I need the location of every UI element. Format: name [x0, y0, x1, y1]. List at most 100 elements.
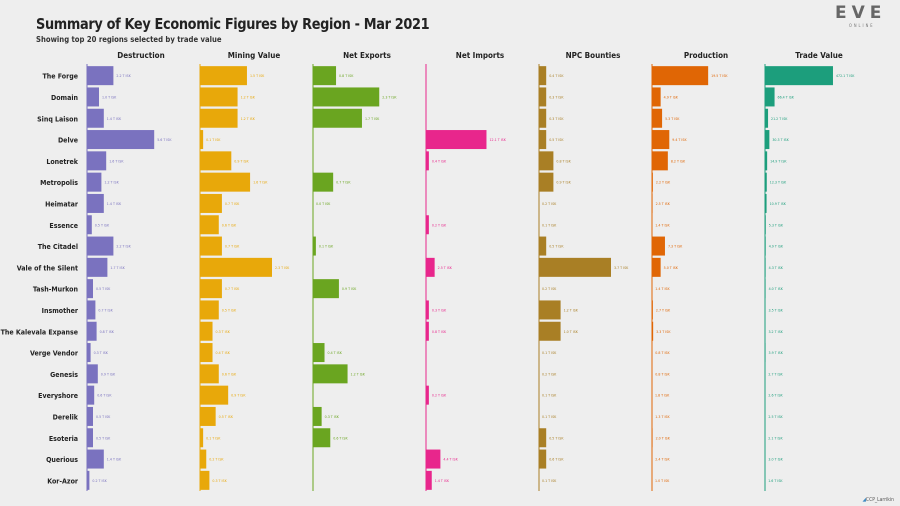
bar-value-label: 2.5 T ISK [438, 266, 453, 270]
panel-production: Production 19.5 T ISK 4.9 T ISK 5.3 T ISK 9.… [651, 51, 728, 491]
region-label: Heimatar [45, 200, 79, 208]
bar [652, 300, 653, 320]
bar [200, 236, 222, 256]
bar-value-label: 9.4 T ISK [672, 138, 687, 142]
bar [200, 385, 229, 405]
bar-value-label: 0.1 T ISK [206, 138, 221, 142]
bar [765, 193, 767, 213]
bar [87, 428, 93, 448]
bar [313, 428, 331, 448]
bar-value-label: 0.6 T ISK [333, 436, 348, 440]
bar-value-label: 0.2 T ISK [209, 458, 224, 462]
bar-value-label: 0.9 T ISK [556, 181, 571, 185]
bar [200, 193, 222, 213]
bar-value-label: 0.1 T ISK [542, 479, 557, 483]
bar-value-label: 0.2 T ISK [92, 479, 107, 483]
bar [652, 236, 665, 256]
panel-header: NPC Bounties [566, 51, 621, 60]
bar [652, 193, 653, 213]
bar-value-label: 1.2 T ISK [564, 308, 579, 312]
bar [652, 108, 663, 128]
bar-value-label: 0.9 T ISK [234, 159, 249, 163]
bar [765, 172, 767, 192]
bar [652, 87, 661, 107]
logo-subtext: ONLINE [849, 23, 875, 28]
bar [87, 364, 98, 384]
bar-value-label: 0.9 T ISK [101, 372, 116, 376]
bar-value-label: 3.3 T ISK [656, 330, 671, 334]
region-label: Metropolis [40, 179, 78, 187]
bar-value-label: 0.4 T ISK [432, 159, 447, 163]
bar-value-label: 0.6 T ISK [222, 372, 237, 376]
bar-value-label: 0.4 T ISK [216, 351, 231, 355]
eve-online-logo: EVE ONLINE [835, 5, 891, 29]
bar [313, 172, 334, 192]
bar [200, 87, 238, 107]
bar [539, 151, 554, 171]
bar [313, 406, 322, 426]
bar-value-label: 2.3 T ISK [382, 95, 397, 99]
bar-value-label: 1.7 T ISK [365, 117, 380, 121]
bar-value-label: 1.2 T ISK [104, 181, 119, 185]
bar-value-label: 0.3 T ISK [212, 479, 227, 483]
chart-title: Summary of Key Economic Figures by Regio… [36, 15, 430, 33]
bar [652, 321, 654, 341]
bar-value-label: 0.1 T ISK [542, 415, 557, 419]
panel-header: Net Exports [343, 51, 391, 60]
bar-value-label: 0.6 T ISK [222, 223, 237, 227]
bar-value-label: 1.2 T ISK [241, 95, 256, 99]
bar [200, 343, 213, 363]
bar [200, 406, 216, 426]
bar-value-label: 1.2 T ISK [351, 372, 366, 376]
bar-value-label: 0.5 T ISK [219, 415, 234, 419]
bar [539, 300, 561, 320]
bar [652, 66, 709, 86]
bar [200, 364, 219, 384]
bar [87, 449, 104, 469]
panel-mining-value: Mining Value 1.5 T ISK 1.2 T ISK 1.2 T ISK 0… [199, 51, 290, 491]
bar-value-label: 0.3 T ISK [94, 351, 109, 355]
bar [200, 449, 207, 469]
region-label: Verge Vendor [30, 350, 79, 358]
bar [87, 385, 95, 405]
bar [652, 257, 661, 277]
bar-value-label: 19.5 T ISK [711, 74, 728, 78]
bar [539, 130, 547, 150]
bar [200, 428, 204, 448]
bar-value-label: 12.3 T ISK [770, 181, 787, 185]
bar-value-label: 0.8 T ISK [432, 330, 447, 334]
bar-value-label: 2.1 T ISK [768, 436, 783, 440]
bar [200, 172, 251, 192]
author-credit: ◢CCP_Larrikin [862, 497, 894, 503]
bar-value-label: 1.4 T ISK [655, 287, 670, 291]
bar-value-label: 1.8 T ISK [655, 394, 670, 398]
bar [200, 470, 210, 490]
bar [87, 279, 93, 299]
bar-value-label: 21.2 T ISK [771, 117, 788, 121]
bar-value-label: 0.7 T ISK [225, 202, 240, 206]
bar-value-label: 0.1 T ISK [319, 245, 334, 249]
bar [652, 428, 653, 448]
region-label: Esoteria [49, 435, 78, 443]
bar-value-label: 472.1 T ISK [836, 74, 855, 78]
bar [200, 279, 222, 299]
bar-value-label: 30.3 T ISK [772, 138, 789, 142]
bar [426, 385, 429, 405]
bar-value-label: 0.3 T ISK [216, 330, 231, 334]
bar-value-label: 2.2 T ISK [656, 181, 671, 185]
bar [652, 151, 668, 171]
bar-value-label: 0.8 T ISK [100, 330, 115, 334]
region-label: Kor-Azor [47, 477, 79, 485]
bar [426, 300, 429, 320]
bar-value-label: 3.9 T ISK [769, 351, 784, 355]
bar [87, 236, 114, 256]
bar [765, 343, 766, 363]
bar [539, 449, 547, 469]
bar [313, 87, 380, 107]
bar [313, 236, 316, 256]
chart-subtitle: Showing top 20 regions selected by trade… [36, 35, 222, 44]
bar-value-label: 1.7 T ISK [110, 266, 125, 270]
bar-value-label: 3.0 T ISK [768, 458, 783, 462]
bar-value-label: 1.4 T ISK [655, 223, 670, 227]
bar [765, 279, 766, 299]
